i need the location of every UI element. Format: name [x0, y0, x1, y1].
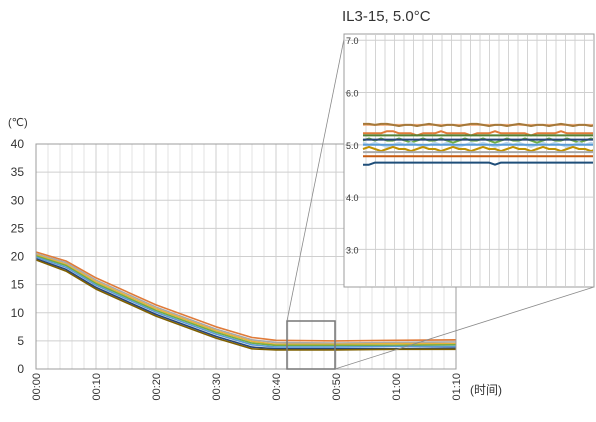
main-y-tick-label: 5	[17, 334, 24, 348]
inset-y-tick-label: 7.0	[346, 36, 359, 46]
inset-series-line-3	[363, 130, 593, 137]
zoom-connector-top	[286, 38, 345, 322]
main-series-line-7	[35, 259, 456, 351]
zoom-connector-bottom	[334, 286, 595, 370]
main-y-tick-label: 25	[11, 221, 25, 235]
main-series-line-4	[35, 255, 457, 347]
main-x-tick-label: 00:10	[91, 373, 103, 401]
inset-series-line-9	[362, 145, 593, 153]
main-x-tick-label: 00:40	[271, 373, 283, 401]
main-series-group	[35, 251, 457, 351]
main-y-tick-label: 35	[11, 165, 25, 179]
inset-series-group	[362, 122, 593, 166]
inset-series-line-12	[363, 161, 593, 166]
inset-y-ticks: 3.0 4.0 5.0 6.0 7.0	[346, 36, 359, 255]
main-series-line-1	[35, 251, 457, 342]
main-x-tick-label: 00:00	[31, 373, 43, 401]
main-y-ticks: 0 5 10 15 20 25 30 35 40	[11, 137, 25, 376]
main-y-tick-label: 10	[11, 306, 25, 320]
main-x-ticks: 00:00 00:10 00:20 00:30 00:40 00:50 01:00 01:10	[31, 373, 463, 401]
inset-grid	[345, 35, 593, 286]
inset-panel	[343, 33, 595, 288]
main-y-tick-label: 20	[11, 250, 25, 264]
inset-series-line-2	[363, 122, 593, 127]
x-axis-label: (时间)	[470, 383, 502, 397]
main-y-tick-label: 40	[11, 137, 25, 151]
main-x-tick-label: 00:30	[211, 373, 223, 401]
main-y-tick-label: 15	[11, 278, 25, 292]
main-x-tick-label: 01:00	[391, 373, 403, 401]
main-y-tick-label: 0	[17, 362, 24, 376]
main-series-line-3	[35, 254, 456, 346]
inset-series-line-7	[362, 141, 593, 148]
zoom-region-marker	[286, 320, 336, 370]
y-axis-label: (℃)	[8, 117, 28, 129]
inset-y-tick-label: 5.0	[346, 141, 359, 151]
main-x-tick-label: 00:20	[151, 373, 163, 401]
main-series-line-2	[35, 252, 457, 344]
inset-y-tick-label: 6.0	[346, 89, 359, 99]
main-x-tick-label: 00:50	[331, 373, 343, 401]
main-y-tick-label: 30	[11, 193, 25, 207]
inset-title: IL3-15, 5.0°C	[342, 8, 431, 25]
main-x-tick-label: 01:10	[451, 373, 463, 401]
inset-y-tick-label: 3.0	[346, 245, 359, 255]
inset-y-tick-label: 4.0	[346, 193, 359, 203]
main-series-line-5	[35, 256, 456, 348]
